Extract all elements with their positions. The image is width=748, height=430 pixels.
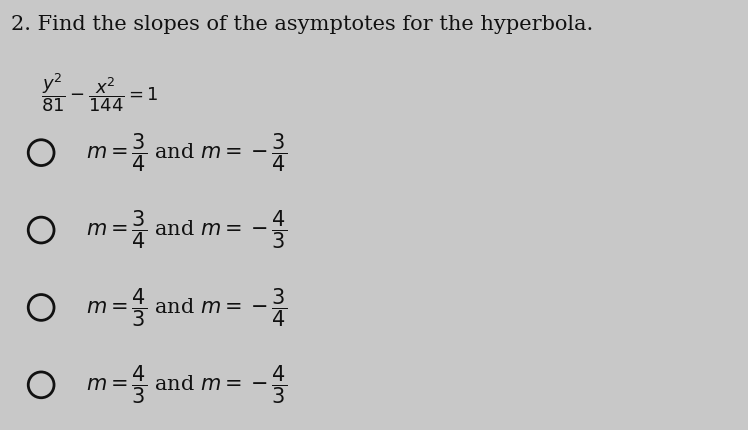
- Text: $\dfrac{y^2}{81} - \dfrac{x^2}{144} = 1$: $\dfrac{y^2}{81} - \dfrac{x^2}{144} = 1$: [41, 71, 159, 114]
- Text: $m = \dfrac{4}{3}$ and $m = -\dfrac{4}{3}$: $m = \dfrac{4}{3}$ and $m = -\dfrac{4}{3…: [86, 364, 287, 406]
- Text: 2. Find the slopes of the asymptotes for the hyperbola.: 2. Find the slopes of the asymptotes for…: [11, 15, 593, 34]
- Text: $m = \dfrac{4}{3}$ and $m = -\dfrac{3}{4}$: $m = \dfrac{4}{3}$ and $m = -\dfrac{3}{4…: [86, 286, 287, 329]
- Text: $m = \dfrac{3}{4}$ and $m = -\dfrac{4}{3}$: $m = \dfrac{3}{4}$ and $m = -\dfrac{4}{3…: [86, 209, 287, 251]
- Text: $m = \dfrac{3}{4}$ and $m = -\dfrac{3}{4}$: $m = \dfrac{3}{4}$ and $m = -\dfrac{3}{4…: [86, 132, 287, 174]
